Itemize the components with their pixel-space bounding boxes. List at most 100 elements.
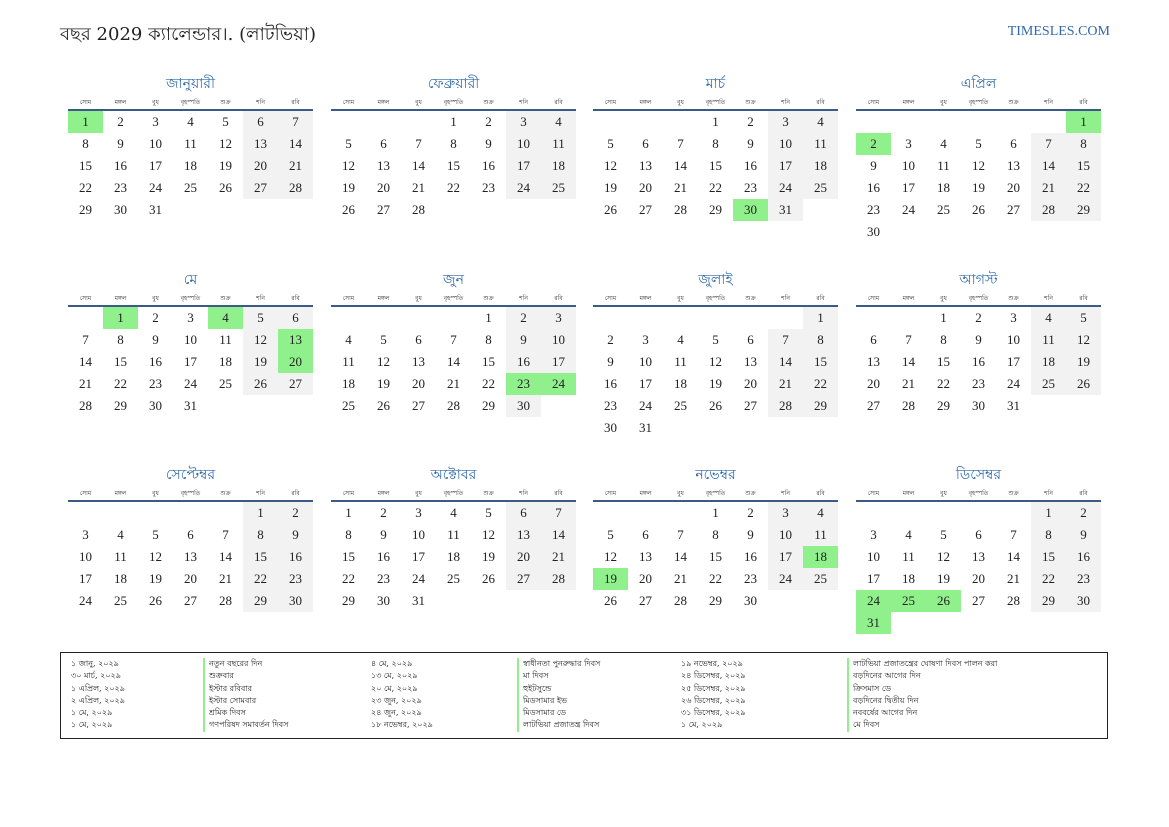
day-cell[interactable]: 8 [803,329,838,351]
day-cell[interactable]: 26 [342,202,355,217]
day-cell[interactable]: 4 [345,332,352,347]
day-cell[interactable]: 23 [1066,568,1101,590]
day-cell[interactable]: 4 [940,136,947,151]
day-cell[interactable]: 4 [905,527,912,542]
day-cell[interactable]: 3 [870,527,877,542]
day-cell[interactable]: 22 [114,376,127,391]
day-cell[interactable]: 3 [1010,310,1017,325]
day-cell[interactable]: 4 [677,332,684,347]
day-cell[interactable]: 27 [639,202,652,217]
day-cell[interactable]: 14 [412,158,425,173]
day-cell[interactable]: 5 [152,527,159,542]
day-cell[interactable]: 9 [747,136,754,151]
day-cell[interactable]: 27 [184,593,197,608]
day-cell[interactable]: 16 [867,180,880,195]
day-cell[interactable]: 3 [152,114,159,129]
day-cell[interactable]: 8 [243,524,278,546]
day-cell[interactable]: 8 [485,332,492,347]
day-cell[interactable]: 14 [902,354,915,369]
day-cell[interactable]: 16 [114,158,127,173]
day-cell[interactable]: 20 [867,376,880,391]
day-cell[interactable]: 20 [744,376,757,391]
day-cell[interactable]: 8 [117,332,124,347]
day-cell[interactable]: 7 [677,527,684,542]
day-cell[interactable]: 9 [152,332,159,347]
day-cell[interactable]: 27 [639,593,652,608]
day-cell[interactable]: 23 [506,373,541,395]
day-cell[interactable]: 28 [1031,199,1066,221]
day-cell[interactable]: 25 [342,398,355,413]
day-cell[interactable]: 7 [768,329,803,351]
day-cell[interactable]: 5 [380,332,387,347]
day-cell[interactable]: 4 [1031,306,1066,329]
day-cell[interactable]: 26 [1066,373,1101,395]
day-cell[interactable]: 28 [79,398,92,413]
day-cell[interactable]: 10 [149,136,162,151]
day-cell[interactable]: 22 [447,180,460,195]
day-cell[interactable]: 28 [447,398,460,413]
day-cell[interactable]: 27 [744,398,757,413]
day-cell[interactable]: 2 [607,332,614,347]
day-cell[interactable]: 13 [184,549,197,564]
day-cell[interactable]: 20 [412,376,425,391]
day-cell[interactable]: 11 [184,136,197,151]
day-cell[interactable]: 19 [937,571,950,586]
day-cell[interactable]: 23 [972,376,985,391]
day-cell[interactable]: 23 [114,180,127,195]
day-cell[interactable]: 26 [219,180,232,195]
day-cell[interactable]: 16 [278,546,313,568]
day-cell[interactable]: 17 [902,180,915,195]
day-cell[interactable]: 28 [1007,593,1020,608]
day-cell[interactable]: 19 [604,180,617,195]
day-cell[interactable]: 21 [412,180,425,195]
day-cell[interactable]: 13 [744,354,757,369]
day-cell[interactable]: 29 [342,593,355,608]
day-cell[interactable]: 8 [1066,133,1101,155]
day-cell[interactable]: 18 [803,546,838,568]
day-cell[interactable]: 11 [803,133,838,155]
day-cell[interactable]: 23 [744,180,757,195]
day-cell[interactable]: 1 [485,310,492,325]
day-cell[interactable]: 25 [541,177,576,199]
day-cell[interactable]: 3 [768,110,803,133]
day-cell[interactable]: 30 [972,398,985,413]
day-cell[interactable]: 21 [541,546,576,568]
day-cell[interactable]: 13 [278,329,313,351]
day-cell[interactable]: 7 [1010,527,1017,542]
day-cell[interactable]: 31 [412,593,425,608]
day-cell[interactable]: 18 [184,158,197,173]
day-cell[interactable]: 28 [902,398,915,413]
day-cell[interactable]: 30 [744,593,757,608]
day-cell[interactable]: 28 [541,568,576,590]
day-cell[interactable]: 5 [940,527,947,542]
day-cell[interactable]: 1 [1066,110,1101,133]
day-cell[interactable]: 21 [219,571,232,586]
day-cell[interactable]: 24 [184,376,197,391]
day-cell[interactable]: 29 [114,398,127,413]
day-cell[interactable]: 16 [377,549,390,564]
day-cell[interactable]: 9 [485,136,492,151]
day-cell[interactable]: 28 [674,202,687,217]
day-cell[interactable]: 5 [243,306,278,329]
day-cell[interactable]: 15 [79,158,92,173]
day-cell[interactable]: 9 [1066,524,1101,546]
day-cell[interactable]: 26 [149,593,162,608]
day-cell[interactable]: 14 [674,549,687,564]
day-cell[interactable]: 14 [219,549,232,564]
day-cell[interactable]: 26 [926,590,961,612]
day-cell[interactable]: 27 [506,568,541,590]
day-cell[interactable]: 6 [187,527,194,542]
day-cell[interactable]: 8 [1031,524,1066,546]
day-cell[interactable]: 3 [187,310,194,325]
day-cell[interactable]: 24 [149,180,162,195]
site-link[interactable]: TIMESLES.COM [1007,24,1110,39]
day-cell[interactable]: 17 [184,354,197,369]
day-cell[interactable]: 10 [902,158,915,173]
day-cell[interactable]: 11 [541,133,576,155]
day-cell[interactable]: 21 [1007,571,1020,586]
day-cell[interactable]: 11 [937,158,950,173]
day-cell[interactable]: 22 [482,376,495,391]
day-cell[interactable]: 20 [506,546,541,568]
day-cell[interactable]: 29 [482,398,495,413]
day-cell[interactable]: 31 [856,612,891,634]
